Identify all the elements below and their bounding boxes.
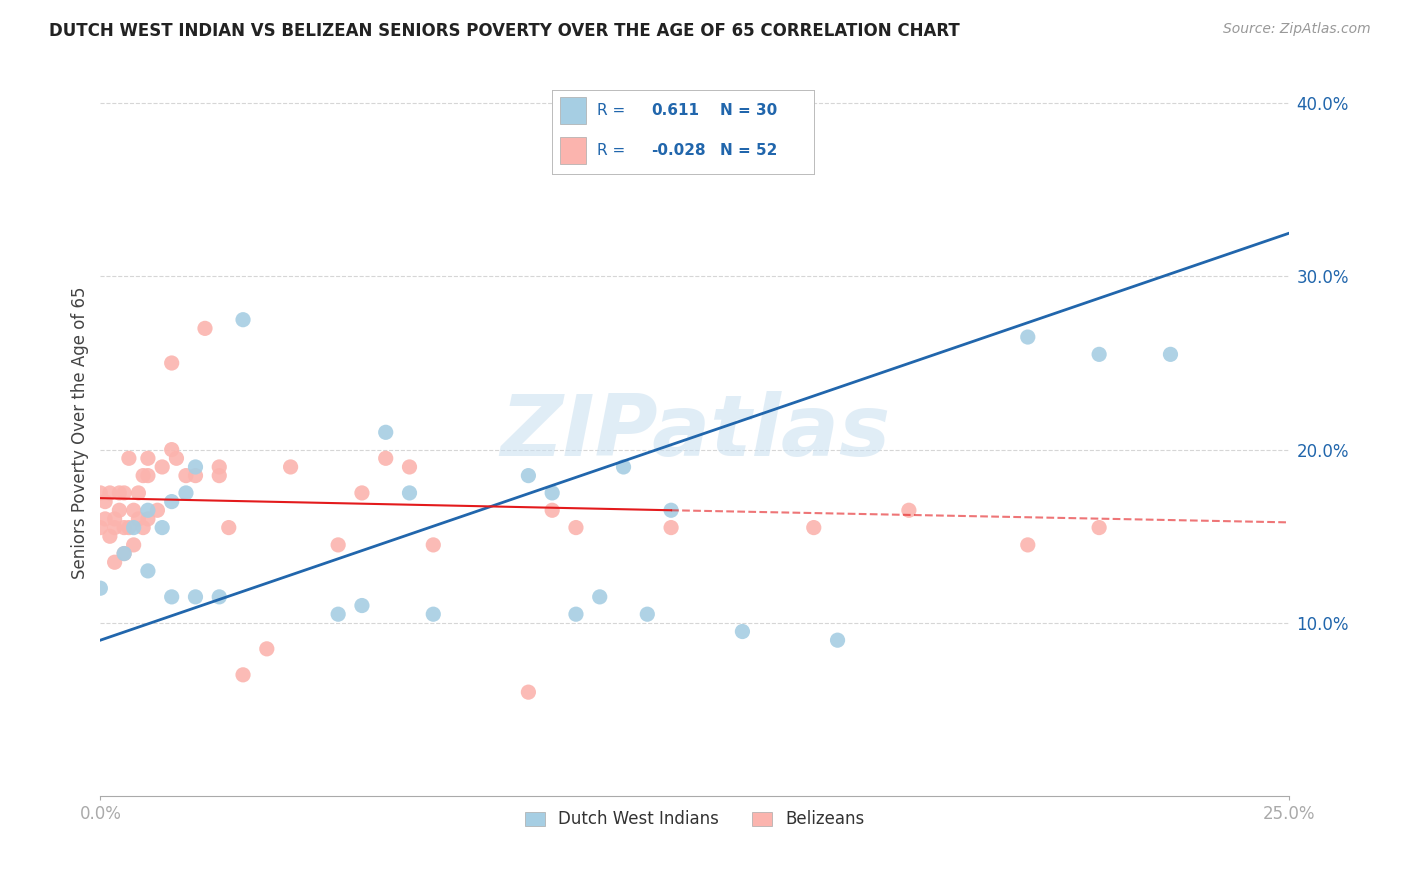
- Point: [127, 486, 149, 500]
- Point: [98, 486, 121, 500]
- Point: [160, 442, 183, 457]
- Point: [328, 538, 350, 552]
- Point: [127, 512, 149, 526]
- Point: [174, 486, 197, 500]
- Point: [89, 581, 111, 595]
- Point: [122, 538, 145, 552]
- Point: [136, 512, 159, 526]
- Text: ZIPatlas: ZIPatlas: [499, 391, 890, 474]
- Point: [280, 459, 302, 474]
- Point: [184, 459, 207, 474]
- Point: [398, 486, 420, 500]
- Point: [118, 451, 141, 466]
- Point: [422, 538, 444, 552]
- Point: [165, 451, 187, 466]
- Point: [374, 425, 396, 440]
- Point: [174, 468, 197, 483]
- Point: [328, 607, 350, 622]
- Point: [132, 468, 155, 483]
- Point: [350, 486, 373, 500]
- Point: [422, 607, 444, 622]
- Text: Source: ZipAtlas.com: Source: ZipAtlas.com: [1223, 22, 1371, 37]
- Point: [232, 312, 254, 326]
- Point: [160, 494, 183, 508]
- Point: [1017, 330, 1039, 344]
- Point: [108, 503, 131, 517]
- Point: [1017, 538, 1039, 552]
- Point: [1088, 347, 1111, 361]
- Point: [104, 555, 127, 569]
- Point: [184, 468, 207, 483]
- Point: [232, 668, 254, 682]
- Point: [89, 486, 111, 500]
- Point: [589, 590, 612, 604]
- Point: [122, 503, 145, 517]
- Point: [112, 486, 135, 500]
- Point: [136, 451, 159, 466]
- Point: [150, 459, 173, 474]
- Point: [612, 459, 634, 474]
- Point: [541, 503, 564, 517]
- Point: [184, 590, 207, 604]
- Point: [208, 459, 231, 474]
- Point: [136, 503, 159, 517]
- Point: [374, 451, 396, 466]
- Point: [636, 607, 658, 622]
- Point: [517, 685, 540, 699]
- Text: DUTCH WEST INDIAN VS BELIZEAN SENIORS POVERTY OVER THE AGE OF 65 CORRELATION CHA: DUTCH WEST INDIAN VS BELIZEAN SENIORS PO…: [49, 22, 960, 40]
- Point: [136, 564, 159, 578]
- Point: [897, 503, 920, 517]
- Point: [208, 590, 231, 604]
- Point: [98, 529, 121, 543]
- Point: [104, 520, 127, 534]
- Point: [132, 520, 155, 534]
- Point: [659, 503, 682, 517]
- Point: [1159, 347, 1181, 361]
- Y-axis label: Seniors Poverty Over the Age of 65: Seniors Poverty Over the Age of 65: [72, 286, 89, 579]
- Point: [94, 494, 117, 508]
- Point: [827, 633, 849, 648]
- Point: [146, 503, 169, 517]
- Point: [112, 547, 135, 561]
- Point: [565, 520, 588, 534]
- Point: [160, 356, 183, 370]
- Point: [160, 590, 183, 604]
- Point: [541, 486, 564, 500]
- Point: [659, 520, 682, 534]
- Point: [112, 520, 135, 534]
- Legend: Dutch West Indians, Belizeans: Dutch West Indians, Belizeans: [519, 804, 872, 835]
- Point: [256, 641, 278, 656]
- Point: [112, 547, 135, 561]
- Point: [731, 624, 754, 639]
- Point: [565, 607, 588, 622]
- Point: [94, 512, 117, 526]
- Point: [1088, 520, 1111, 534]
- Point: [150, 520, 173, 534]
- Point: [194, 321, 217, 335]
- Point: [218, 520, 240, 534]
- Point: [398, 459, 420, 474]
- Point: [208, 468, 231, 483]
- Point: [136, 468, 159, 483]
- Point: [108, 486, 131, 500]
- Point: [122, 520, 145, 534]
- Point: [517, 468, 540, 483]
- Point: [104, 512, 127, 526]
- Point: [89, 520, 111, 534]
- Point: [803, 520, 825, 534]
- Point: [350, 599, 373, 613]
- Point: [118, 520, 141, 534]
